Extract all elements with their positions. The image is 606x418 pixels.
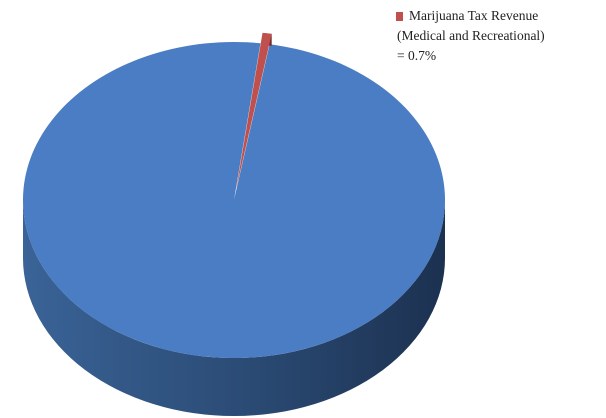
pie-slice-small xyxy=(236,32,272,190)
legend-line-3: = 0.7% xyxy=(397,48,437,63)
pie-slice-main xyxy=(23,42,446,359)
pie-group xyxy=(23,32,446,416)
legend-label: Marijuana Tax Revenue (Medical and Recre… xyxy=(397,6,602,66)
legend-line-2: (Medical and Recreational) xyxy=(397,28,545,43)
pie-side-wall xyxy=(23,200,445,416)
legend-swatch xyxy=(396,12,403,21)
legend: Marijuana Tax Revenue (Medical and Recre… xyxy=(396,6,602,66)
legend-line-1: Marijuana Tax Revenue xyxy=(409,8,539,23)
